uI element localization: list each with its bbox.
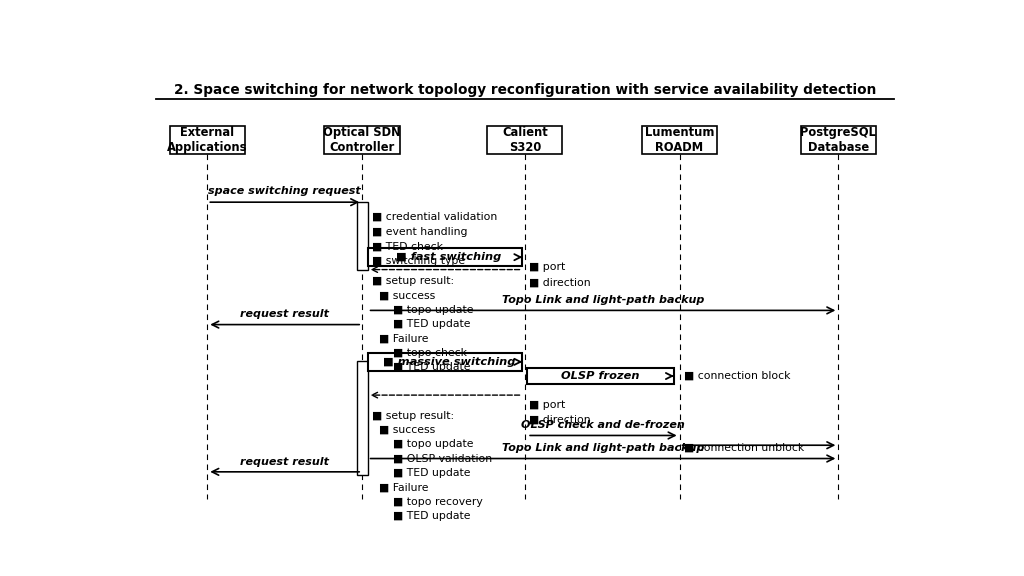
Text: OLSP frozen: OLSP frozen bbox=[561, 371, 640, 381]
Text: request result: request result bbox=[241, 309, 330, 319]
Text: ■ credential validation
■ event handling
■ TED check
■ switching type: ■ credential validation ■ event handling… bbox=[373, 212, 498, 266]
FancyBboxPatch shape bbox=[642, 126, 717, 154]
Text: 2. Space switching for network topology reconfiguration with service availabilit: 2. Space switching for network topology … bbox=[174, 84, 876, 97]
Text: ■ massive switching: ■ massive switching bbox=[375, 357, 515, 367]
FancyBboxPatch shape bbox=[527, 367, 674, 384]
Text: Calient
S320: Calient S320 bbox=[502, 126, 548, 154]
FancyBboxPatch shape bbox=[801, 126, 876, 154]
FancyBboxPatch shape bbox=[368, 353, 522, 371]
Text: ■ fast switching: ■ fast switching bbox=[388, 252, 502, 262]
FancyBboxPatch shape bbox=[325, 126, 399, 154]
Text: Topo Link and light-path backup: Topo Link and light-path backup bbox=[502, 295, 705, 305]
Text: request result: request result bbox=[241, 457, 330, 467]
Text: ■ port
■ direction: ■ port ■ direction bbox=[528, 263, 591, 287]
Text: ■ setup result:
  ■ success
      ■ topo update
      ■ TED update
  ■ Failure
 : ■ setup result: ■ success ■ topo update … bbox=[373, 276, 474, 372]
FancyBboxPatch shape bbox=[487, 126, 562, 154]
Text: PostgreSQL
Database: PostgreSQL Database bbox=[801, 126, 877, 154]
Text: ■ port
■ direction: ■ port ■ direction bbox=[528, 400, 591, 425]
FancyBboxPatch shape bbox=[368, 248, 522, 267]
Text: Optical SDN
Controller: Optical SDN Controller bbox=[324, 126, 401, 154]
Text: Topo Link and light-path backup: Topo Link and light-path backup bbox=[502, 443, 705, 453]
Text: ■ connection unblock: ■ connection unblock bbox=[684, 442, 804, 453]
FancyBboxPatch shape bbox=[356, 361, 368, 475]
Text: External
Applications: External Applications bbox=[167, 126, 248, 154]
FancyBboxPatch shape bbox=[356, 202, 368, 270]
Text: ■ setup result:
  ■ success
      ■ topo update
      ■ OLSP validation
      ■ : ■ setup result: ■ success ■ topo update … bbox=[373, 411, 493, 521]
Text: ■ connection block: ■ connection block bbox=[684, 371, 791, 381]
Text: Lumentum
ROADM: Lumentum ROADM bbox=[645, 126, 715, 154]
FancyBboxPatch shape bbox=[170, 126, 245, 154]
Text: space switching request: space switching request bbox=[208, 187, 361, 196]
Text: OLSP check and de-frozen: OLSP check and de-frozen bbox=[521, 420, 685, 430]
